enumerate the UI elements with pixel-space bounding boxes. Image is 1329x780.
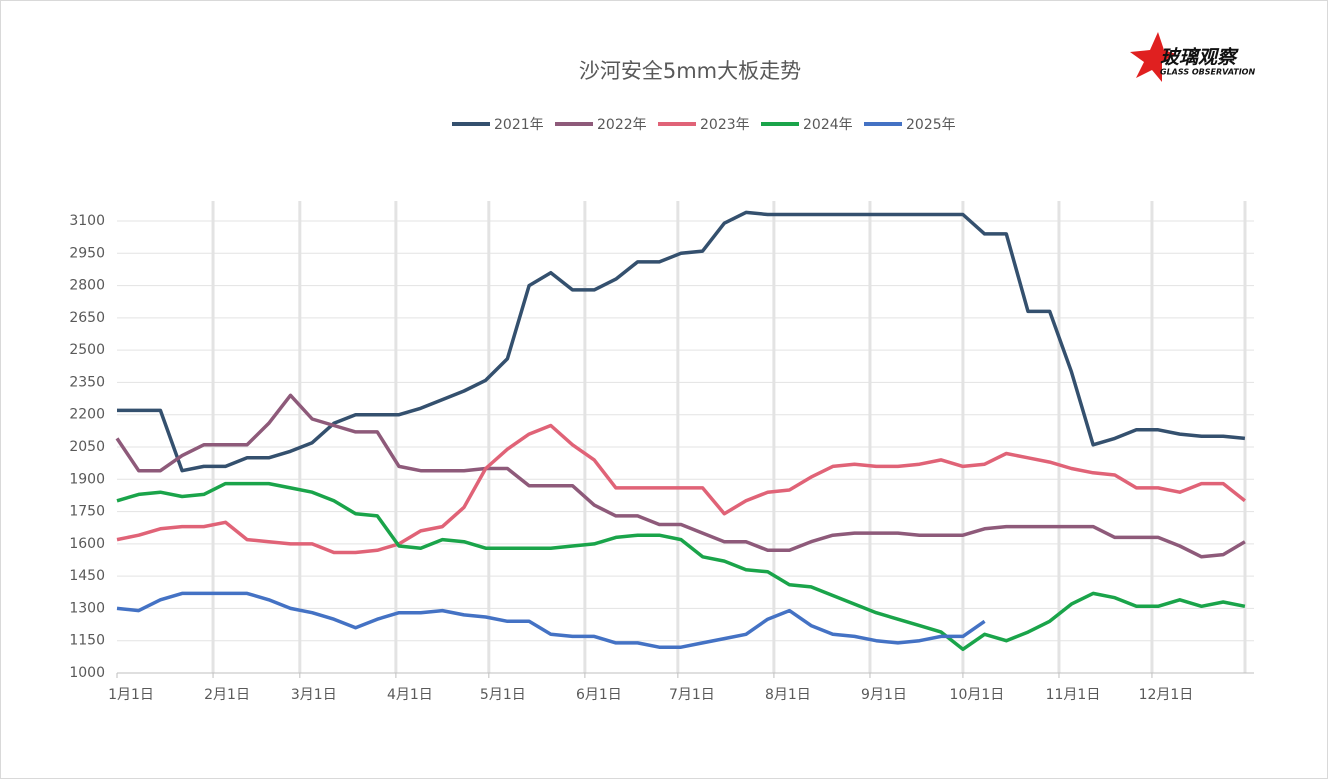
- x-tick-label: 8月1日: [765, 687, 811, 703]
- y-tick-label: 2650: [69, 310, 105, 326]
- x-tick-label: 12月1日: [1139, 687, 1194, 703]
- series-line: [116, 481, 1246, 652]
- legend-label: 2021年: [494, 117, 544, 133]
- legend-label: 2025年: [906, 117, 956, 133]
- y-tick-label: 1900: [69, 471, 105, 487]
- x-tick-label: 2月1日: [204, 687, 250, 703]
- y-tick-label: 1000: [69, 665, 105, 681]
- x-tick-label: 6月1日: [576, 687, 622, 703]
- legend-label: 2024年: [803, 117, 853, 133]
- y-tick-label: 3100: [69, 213, 105, 229]
- legend-label: 2023年: [700, 117, 750, 133]
- x-tick-label: 5月1日: [480, 687, 526, 703]
- y-tick-label: 1300: [69, 600, 105, 616]
- chart-title: 沙河安全5mm大板走势: [579, 59, 801, 83]
- y-tick-label: 2050: [69, 439, 105, 455]
- y-tick-label: 1600: [69, 536, 105, 552]
- x-tick-label: 9月1日: [861, 687, 907, 703]
- x-tick-label: 11月1日: [1046, 687, 1101, 703]
- y-tick-label: 2950: [69, 245, 105, 261]
- series-line: [116, 591, 986, 649]
- x-tick-label: 4月1日: [387, 687, 433, 703]
- y-tick-label: 2800: [69, 278, 105, 294]
- x-tick-label: 10月1日: [950, 687, 1005, 703]
- logo-subtitle: GLASS OBSERVATION: [1160, 68, 1255, 77]
- series-line: [117, 210, 1246, 473]
- x-tick-label: 3月1日: [291, 687, 337, 703]
- y-tick-label: 1750: [69, 504, 105, 520]
- series-line: [116, 423, 1246, 555]
- y-tick-label: 2500: [69, 342, 105, 358]
- logo-title: 玻璃观察: [1160, 47, 1239, 69]
- x-tick-label: 7月1日: [669, 687, 715, 703]
- y-tick-label: 1450: [69, 568, 105, 584]
- x-tick-label: 1月1日: [108, 687, 154, 703]
- y-tick-label: 2350: [69, 374, 105, 390]
- y-tick-label: 1150: [69, 633, 105, 649]
- logo-icon: [1130, 32, 1176, 82]
- y-tick-label: 2200: [69, 407, 105, 423]
- legend-label: 2022年: [597, 117, 647, 133]
- series-line: [115, 393, 1246, 559]
